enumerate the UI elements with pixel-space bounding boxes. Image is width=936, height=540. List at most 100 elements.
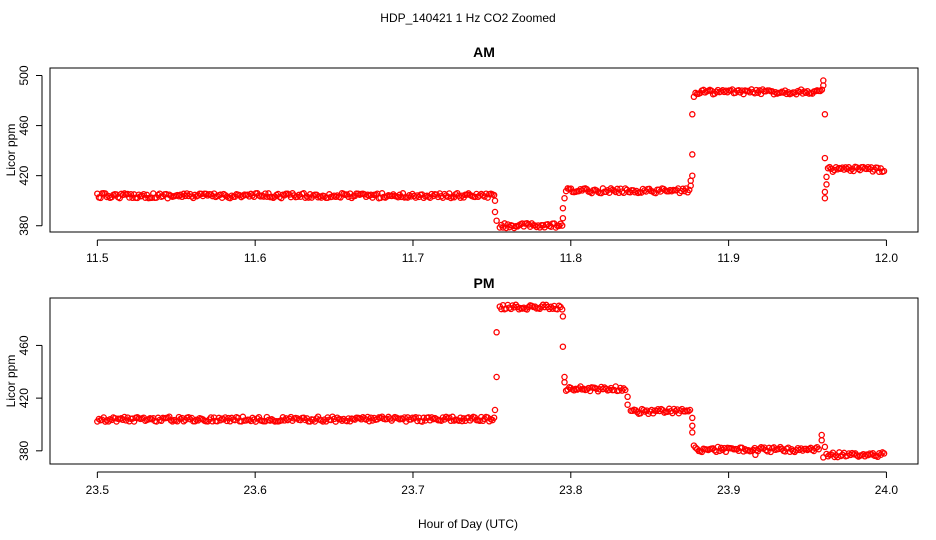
x-tick-label: 11.8 (560, 251, 583, 265)
y-tick-label: 420 (17, 388, 31, 408)
data-point (622, 185, 629, 192)
data-point (214, 417, 221, 425)
data-point (279, 414, 287, 421)
data-point (558, 306, 566, 313)
panel-title: AM (473, 44, 495, 60)
data-point (457, 414, 464, 421)
data-point (207, 414, 215, 421)
data-point (689, 151, 696, 158)
y-axis-label: Licor ppm (4, 355, 18, 408)
data-point (561, 194, 568, 202)
data-point (880, 450, 888, 457)
data-point (861, 453, 869, 460)
data-point (191, 418, 199, 425)
data-point (586, 387, 594, 395)
data-point (817, 87, 824, 95)
data-point (874, 164, 881, 172)
data-point (559, 343, 567, 350)
data-point (166, 413, 173, 420)
data-point (484, 194, 491, 201)
data-point (829, 168, 837, 175)
data-point (622, 386, 629, 394)
data-point (689, 429, 696, 436)
data-point (255, 413, 263, 421)
x-tick-label: 11.9 (717, 251, 740, 265)
data-point (614, 185, 621, 193)
data-point (418, 418, 426, 425)
data-point (821, 188, 829, 196)
data-point (262, 190, 269, 197)
data-point (794, 444, 802, 452)
data-point (818, 431, 825, 439)
data-point (493, 373, 500, 381)
data-point (222, 414, 229, 421)
x-tick-label: 11.6 (244, 251, 267, 265)
data-point (821, 194, 829, 202)
data-point (764, 448, 771, 455)
data-point (561, 373, 568, 381)
data-point (127, 190, 135, 198)
data-point (752, 451, 759, 459)
y-tick-label: 460 (17, 335, 31, 355)
data-point (620, 385, 627, 392)
data-point (491, 406, 499, 414)
data-point (559, 204, 567, 212)
data-point (826, 163, 833, 171)
panel-pm: PM 23.5 23.6 23.7 23.8 23.9 24.0 380 420 460Licor… (4, 275, 919, 497)
panel-title: PM (474, 275, 495, 291)
data-point (689, 172, 696, 179)
data-point (126, 194, 133, 201)
data-point (378, 190, 386, 197)
data-point (207, 191, 215, 198)
data-point (624, 393, 631, 401)
data-point (781, 87, 789, 94)
data-point (567, 185, 575, 192)
y-tick-label: 380 (17, 440, 31, 460)
data-point (722, 448, 730, 456)
data-point (412, 414, 419, 421)
data-point (446, 414, 453, 421)
data-points (94, 77, 888, 232)
x-tick-label: 11.5 (86, 251, 109, 265)
data-point (815, 445, 822, 453)
x-tick-label: 23.9 (717, 483, 741, 497)
data-point (689, 414, 696, 422)
data-point (738, 444, 746, 452)
data-point (602, 188, 610, 196)
data-point (180, 418, 187, 425)
data-point (334, 414, 341, 421)
data-point (175, 192, 183, 200)
plot-frame (49, 297, 919, 465)
x-tick-label: 23.5 (86, 483, 110, 497)
data-point (130, 418, 138, 425)
data-point (842, 164, 849, 171)
data-point (686, 406, 694, 414)
data-point (493, 329, 500, 336)
data-point (559, 313, 567, 320)
data-point (491, 197, 499, 204)
data-point (612, 188, 619, 196)
data-point (438, 417, 445, 424)
data-point (502, 224, 510, 232)
data-point (239, 413, 247, 421)
data-point (714, 443, 722, 451)
data-point (561, 379, 568, 386)
y-tick-label: 460 (17, 115, 31, 135)
x-axis-label: Hour of Day (UTC) (418, 517, 518, 531)
data-point (426, 194, 434, 201)
data-point (121, 413, 128, 421)
data-point (254, 415, 261, 422)
data-point (490, 414, 498, 421)
x-tick-label: 12.0 (875, 251, 899, 265)
data-point (633, 408, 641, 416)
data-point (690, 442, 698, 449)
data-point (493, 217, 500, 224)
data-point (823, 181, 830, 188)
y-axis-label: Licor ppm (4, 124, 18, 177)
x-tick-label: 24.0 (875, 483, 899, 497)
data-point (217, 416, 224, 424)
data-point (552, 224, 560, 231)
data-point (831, 453, 838, 461)
plot-frame (49, 67, 919, 233)
data-point (751, 89, 758, 97)
